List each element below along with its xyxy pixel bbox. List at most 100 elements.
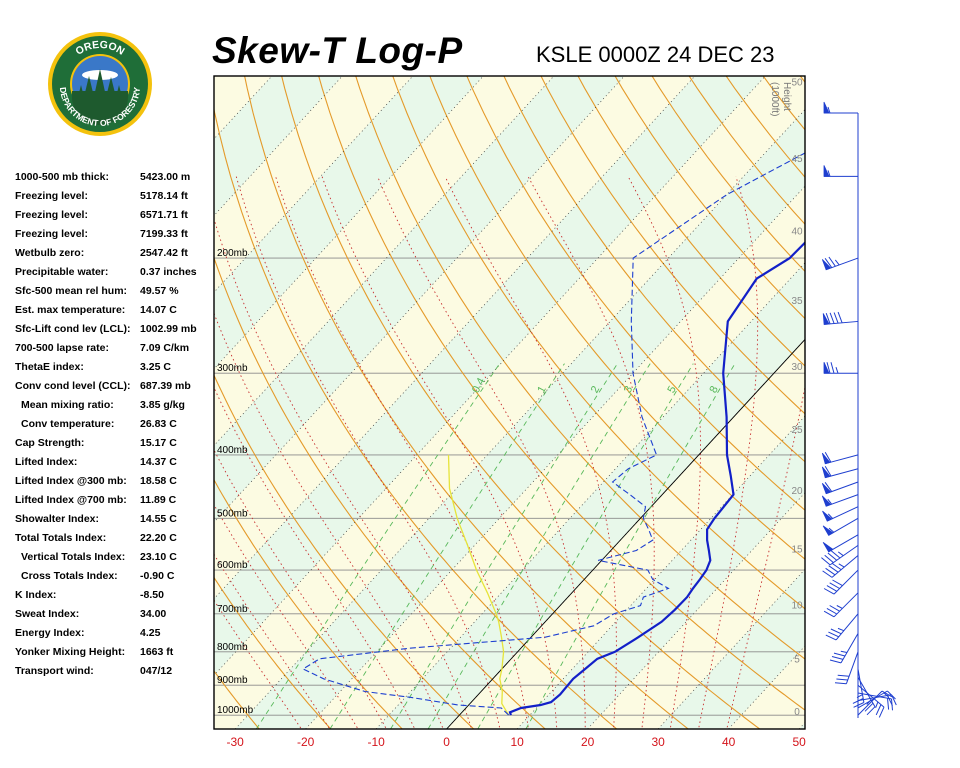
- wind-barb: [828, 517, 859, 536]
- index-label: 700-500 lapse rate:: [15, 342, 109, 354]
- dry-adiabat: [466, 76, 805, 511]
- wind-barb: [821, 544, 859, 566]
- isotherm-line: [214, 76, 696, 600]
- index-row: 700-500 lapse rate: 7.09 C/km: [15, 339, 215, 358]
- mixing-ratio-line: [525, 363, 736, 729]
- isobar-label: 1000mb: [217, 705, 254, 716]
- wind-barb: [825, 613, 859, 641]
- moist-adiabat: [235, 176, 501, 729]
- index-value: 1002.99 mb: [140, 323, 197, 335]
- dry-adiabat: [429, 76, 805, 560]
- index-row: Precipitable water: 0.37 inches: [15, 263, 215, 282]
- index-label: Vertical Totals Index:: [21, 551, 126, 563]
- index-row: K Index: -8.50: [15, 586, 215, 605]
- index-row: Lifted Index @300 mb: 18.58 C: [15, 472, 215, 491]
- wind-barb: [823, 592, 859, 618]
- index-value: 5178.14 ft: [140, 190, 188, 202]
- wind-barb-flag: [822, 525, 834, 536]
- index-label: Freezing level:: [15, 190, 88, 202]
- x-tick-label: 30: [651, 735, 665, 749]
- dry-adiabat: [799, 76, 805, 84]
- index-value: 1663 ft: [140, 646, 174, 658]
- dry-adiabat: [214, 670, 260, 729]
- isobar-label: 400mb: [217, 445, 248, 456]
- index-value: 047/12: [140, 665, 173, 677]
- height-tick-label: 40: [791, 227, 803, 238]
- x-tick-label: 40: [722, 735, 736, 749]
- wind-barb: [857, 676, 876, 716]
- wind-barb-flag: [823, 165, 830, 177]
- isobar-label: 300mb: [217, 363, 248, 374]
- height-tick-label: 10: [791, 601, 803, 612]
- height-axis-label: Height: [781, 82, 792, 111]
- index-value: 23.10 C: [140, 551, 177, 563]
- index-row: Freezing level: 7199.33 ft: [15, 225, 215, 244]
- svg-text:OREGON: OREGON: [74, 39, 127, 58]
- index-row: Sfc-500 mean rel hum: 49.57 %: [15, 282, 215, 301]
- wind-barb: [857, 690, 893, 716]
- wind-barb-flag: [822, 313, 830, 325]
- index-value: 14.37 C: [140, 456, 177, 468]
- wind-barb-flag: [821, 483, 832, 495]
- index-label: Freezing level:: [15, 228, 88, 240]
- moist-adiabat: [726, 384, 805, 729]
- index-label: Sfc-500 mean rel hum:: [15, 285, 128, 297]
- isotherm-line: [870, 61, 960, 729]
- dry-adiabat: [214, 374, 475, 729]
- index-row: Wetbulb zero: 2547.42 ft: [15, 244, 215, 263]
- dry-adiabat: [503, 76, 805, 463]
- height-tick-label: 0: [794, 707, 800, 718]
- x-tick-label: 10: [510, 735, 524, 749]
- chart-title: Skew-T Log-P: [212, 30, 463, 71]
- x-tick-label: -20: [297, 735, 315, 749]
- index-row: Est. max temperature: 14.07 C: [15, 301, 215, 320]
- index-label: Precipitable water:: [15, 266, 109, 278]
- index-value: 15.17 C: [140, 437, 177, 449]
- index-label: K Index:: [15, 589, 57, 601]
- height-tick-label: 35: [791, 296, 803, 307]
- index-value: 18.58 C: [140, 475, 177, 487]
- dry-adiabat: [355, 76, 805, 660]
- index-value: 34.00: [140, 608, 167, 620]
- isotherm-line: [214, 76, 766, 676]
- index-label: Lifted Index:: [15, 456, 78, 468]
- index-row: Sfc-Lift cond lev (LCL): 1002.99 mb: [15, 320, 215, 339]
- mixing-ratio-label: 8: [707, 384, 720, 395]
- wind-barb: [857, 692, 893, 711]
- index-row: Mean mixing ratio: 3.85 g/kg: [15, 396, 215, 415]
- oregon-forestry-logo: OREGON DEPARTMENT OF FORESTRY: [48, 32, 152, 136]
- index-label: Energy Index:: [15, 627, 85, 639]
- dry-adiabat: [0, 61, 118, 732]
- height-tick-label: 20: [791, 486, 803, 497]
- index-label: Showalter Index:: [15, 513, 100, 525]
- index-label: Transport wind:: [15, 665, 94, 677]
- wind-barb-flag: [822, 510, 833, 522]
- index-label: Est. max temperature:: [15, 304, 126, 316]
- wind-barb: [823, 569, 859, 595]
- index-row: Showalter Index: 14.55 C: [15, 510, 215, 529]
- logo-top-text: OREGON: [74, 39, 127, 58]
- isotherm-line: [234, 109, 805, 729]
- index-label: Cross Totals Index:: [21, 570, 118, 582]
- isobar-label: 900mb: [217, 675, 248, 686]
- mixing-ratio-label: 3: [622, 384, 635, 395]
- index-row: Transport wind: 047/12: [15, 662, 215, 681]
- dry-adiabat: [0, 61, 190, 732]
- index-value: 0.37 inches: [140, 266, 197, 278]
- dry-adiabat: [244, 76, 690, 729]
- index-value: 3.85 g/kg: [140, 399, 185, 411]
- index-value: 22.20 C: [140, 532, 177, 544]
- x-tick-label: 20: [581, 735, 595, 749]
- index-row: Conv cond level (CCL): 687.39 mb: [15, 377, 215, 396]
- isotherm-band: [0, 61, 215, 729]
- wind-barb: [826, 506, 859, 522]
- mixing-ratio-label: 1: [535, 384, 548, 395]
- wind-barb: [824, 256, 859, 271]
- isotherm-band: [799, 722, 805, 729]
- height-tick-label: 50: [791, 78, 803, 89]
- index-value: -0.90 C: [140, 570, 175, 582]
- isotherm-line: [214, 76, 625, 523]
- wind-barb: [857, 684, 885, 718]
- mixing-ratio-label: 2: [589, 384, 602, 395]
